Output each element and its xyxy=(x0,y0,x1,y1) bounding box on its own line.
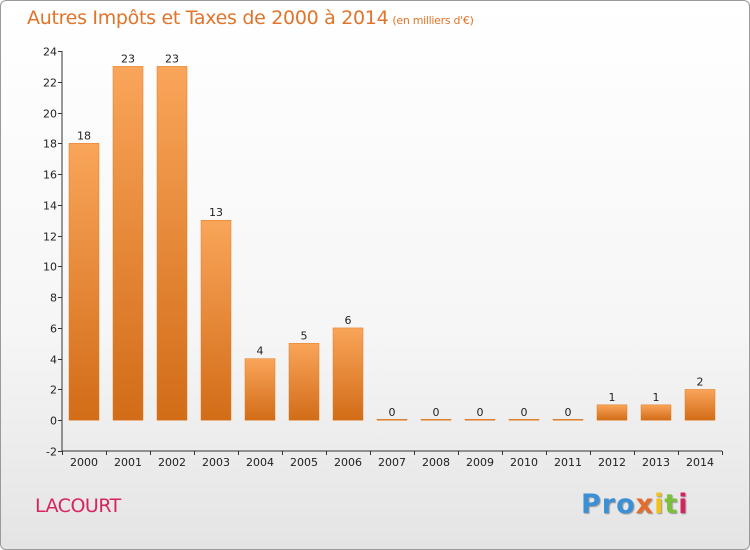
logo-part-3: i xyxy=(654,489,665,520)
x-tick-label: 2006 xyxy=(334,456,362,469)
bar xyxy=(288,343,320,421)
logo-part-5: i xyxy=(678,489,689,520)
chart-title: Autres Impôts et Taxes de 2000 à 2014 (en… xyxy=(27,7,474,29)
y-tick-label: 22 xyxy=(43,77,57,90)
data-label: 0 xyxy=(565,406,572,419)
y-tick-label: 18 xyxy=(43,138,57,151)
commune-name: LACOURT xyxy=(35,495,121,517)
y-tick-label: -2 xyxy=(46,446,57,459)
y-tick-label: 4 xyxy=(50,354,57,367)
bar xyxy=(376,418,408,421)
proxiti-logo: Proxiti xyxy=(581,489,689,520)
x-tick-label: 2014 xyxy=(686,456,714,469)
data-label: 1 xyxy=(653,391,660,404)
data-label: 0 xyxy=(433,406,440,419)
bar xyxy=(464,418,496,421)
data-label: 0 xyxy=(477,406,484,419)
bar xyxy=(640,404,672,421)
x-tick-label: 2000 xyxy=(70,456,98,469)
x-tick-label: 2001 xyxy=(114,456,142,469)
y-tick-label: 20 xyxy=(43,108,57,121)
data-label: 5 xyxy=(301,329,308,342)
bar xyxy=(552,418,584,421)
data-label: 2 xyxy=(697,375,704,388)
x-tick-label: 2005 xyxy=(290,456,318,469)
x-tick-label: 2009 xyxy=(466,456,494,469)
y-tick-label: 16 xyxy=(43,169,57,182)
data-label: 4 xyxy=(257,345,264,358)
y-tick-label: 6 xyxy=(50,323,57,336)
x-tick-label: 2008 xyxy=(422,456,450,469)
data-label: 0 xyxy=(389,406,396,419)
y-tick-label: 24 xyxy=(43,46,57,59)
x-tick-label: 2002 xyxy=(158,456,186,469)
bar xyxy=(244,358,276,421)
chart-unit: (en milliers d'€) xyxy=(392,14,474,27)
y-tick-label: 2 xyxy=(50,384,57,397)
bar xyxy=(156,66,188,421)
bar xyxy=(200,219,232,421)
data-label: 23 xyxy=(121,52,135,65)
y-tick-label: 14 xyxy=(43,200,57,213)
data-label: 18 xyxy=(77,129,91,142)
x-tick-label: 2003 xyxy=(202,456,230,469)
y-tick-label: 10 xyxy=(43,261,57,274)
logo-part-4: t xyxy=(664,489,679,520)
logo-part-2: x xyxy=(635,489,655,520)
x-tick-label: 2012 xyxy=(598,456,626,469)
bar xyxy=(684,389,716,421)
y-tick-label: 8 xyxy=(50,292,57,305)
x-tick-label: 2011 xyxy=(554,456,582,469)
bar xyxy=(420,418,452,421)
bar xyxy=(508,418,540,421)
x-tick-label: 2004 xyxy=(246,456,274,469)
y-tick-label: 12 xyxy=(43,231,57,244)
logo-part-1: Pro xyxy=(581,489,636,520)
x-tick-label: 2007 xyxy=(378,456,406,469)
data-label: 1 xyxy=(609,391,616,404)
chart-title-text: Autres Impôts et Taxes de 2000 à 2014 xyxy=(27,7,389,29)
y-tick-label: 0 xyxy=(50,415,57,428)
data-label: 6 xyxy=(345,314,352,327)
bar xyxy=(68,143,100,421)
data-label: 23 xyxy=(165,52,179,65)
data-label: 0 xyxy=(521,406,528,419)
bar xyxy=(332,327,364,421)
bar xyxy=(596,404,628,421)
x-tick-label: 2013 xyxy=(642,456,670,469)
data-label: 13 xyxy=(209,206,223,219)
bar xyxy=(112,66,144,421)
x-tick-label: 2010 xyxy=(510,456,538,469)
